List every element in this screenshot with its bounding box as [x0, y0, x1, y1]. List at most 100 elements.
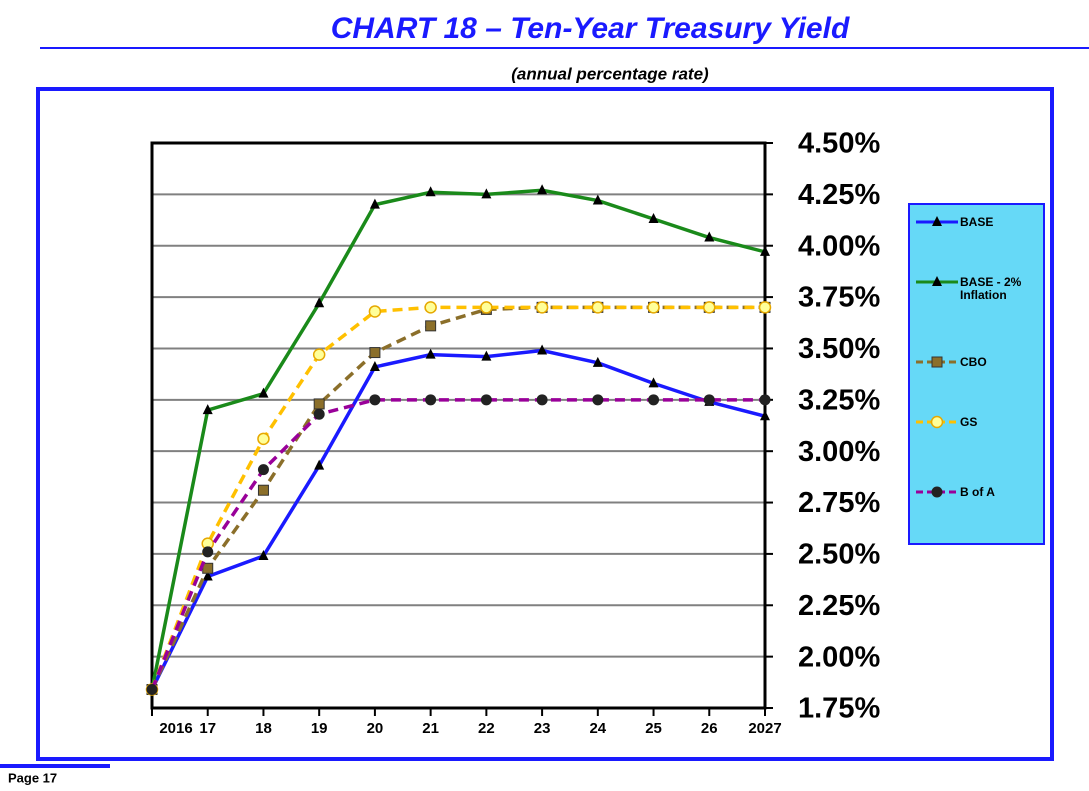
y-tick-label: 3.75%: [798, 282, 880, 314]
marker: [537, 184, 548, 195]
marker: [480, 301, 493, 314]
legend: BASE BASE - 2% Inflation CBO GS B of A: [908, 203, 1045, 545]
frame: [36, 87, 1054, 761]
x-tick-label: 26: [701, 720, 718, 737]
y-tick-label: 4.25%: [798, 179, 880, 211]
y-tick-label: 4.00%: [798, 230, 880, 262]
marker: [257, 432, 270, 446]
marker: [425, 186, 436, 197]
marker: [536, 394, 548, 406]
plot-border: [150, 141, 767, 710]
footer-bar: [0, 764, 110, 768]
marker: [648, 394, 660, 406]
x-tick-label: 18: [255, 720, 272, 737]
x-tick-label: 23: [534, 720, 551, 737]
marker: [258, 387, 269, 398]
marker: [648, 213, 659, 224]
marker: [703, 394, 715, 406]
x-tick-label: 25: [645, 720, 662, 737]
marker: [481, 350, 492, 361]
y-tick-label: 4.50%: [798, 128, 880, 160]
marker: [647, 301, 660, 314]
legend-label: BASE - 2% Inflation: [960, 275, 1022, 302]
marker: [369, 198, 380, 209]
marker: [704, 231, 715, 242]
series-line: [150, 348, 766, 691]
marker: [313, 408, 325, 420]
y-tick-label: 2.25%: [798, 590, 880, 622]
marker: [202, 404, 213, 415]
y-tick-label: 3.00%: [798, 436, 880, 468]
marker: [425, 394, 437, 406]
marker: [258, 549, 269, 560]
marker: [759, 394, 771, 406]
legend-swatch: [916, 486, 958, 498]
legend-swatch: [916, 415, 958, 429]
marker: [703, 301, 716, 314]
marker: [760, 245, 770, 256]
x-tick-label: 21: [422, 720, 439, 737]
marker: [369, 360, 380, 371]
series-line: [150, 305, 765, 691]
legend-swatch: [916, 216, 958, 226]
marker: [257, 464, 269, 476]
marker: [314, 459, 325, 470]
marker: [257, 484, 269, 496]
series-line: [150, 305, 765, 691]
legend-label: BASE: [960, 215, 994, 229]
marker: [369, 347, 381, 359]
legend-item: CBO: [914, 355, 1030, 369]
marker: [369, 394, 381, 406]
marker: [202, 546, 214, 558]
legend-item: GS: [914, 415, 1030, 429]
marker: [481, 188, 492, 199]
page-number: Page 17: [8, 770, 57, 785]
x-tick-label: 17: [199, 720, 216, 737]
marker: [592, 194, 603, 205]
chart-subtitle: (annual percentage rate): [511, 64, 709, 83]
marker: [535, 301, 549, 314]
marker: [537, 344, 548, 355]
marker: [424, 301, 437, 314]
marker: [480, 394, 492, 406]
marker: [312, 348, 326, 361]
legend-item: B of A: [914, 485, 1030, 499]
y-tick-label: 2.75%: [798, 487, 880, 519]
marker: [648, 377, 659, 388]
marker: [930, 415, 944, 429]
x-tick-label: 2027: [748, 720, 781, 737]
marker: [202, 570, 213, 581]
marker: [932, 216, 942, 226]
x-tick-label: 22: [478, 720, 495, 737]
y-tick-label: 3.25%: [798, 384, 880, 416]
legend-label: GS: [960, 415, 978, 429]
y-tick-label: 3.50%: [798, 333, 880, 365]
plot: 1.75% 2.00% 2.25% 2.50% 2.75% 3.00% 3.25% 3.50%…: [145, 128, 880, 737]
marker: [932, 276, 942, 286]
marker: [758, 301, 772, 314]
marker: [931, 356, 943, 368]
series-line: [150, 398, 765, 691]
legend-label: B of A: [960, 485, 995, 499]
marker: [591, 301, 605, 314]
marker: [368, 305, 382, 318]
marker: [425, 320, 437, 332]
marker: [592, 394, 604, 406]
series-line: [150, 188, 766, 690]
chart-title: CHART 18 – Ten-Year Treasury Yield: [331, 12, 850, 45]
x-tick-label: 24: [589, 720, 606, 737]
y-tick-label: 1.75%: [798, 693, 880, 725]
x-tick-label: 20: [367, 720, 384, 737]
legend-label: CBO: [960, 355, 987, 369]
marker: [592, 356, 603, 367]
legend-item: BASE: [914, 215, 1030, 229]
x-tick-label: 19: [311, 720, 328, 737]
marker: [314, 297, 325, 308]
marker: [425, 348, 436, 359]
x-tick-label: 2016: [159, 720, 192, 737]
legend-swatch: [916, 356, 958, 368]
y-tick-label: 2.50%: [798, 539, 880, 571]
y-tick-label: 2.00%: [798, 641, 880, 673]
